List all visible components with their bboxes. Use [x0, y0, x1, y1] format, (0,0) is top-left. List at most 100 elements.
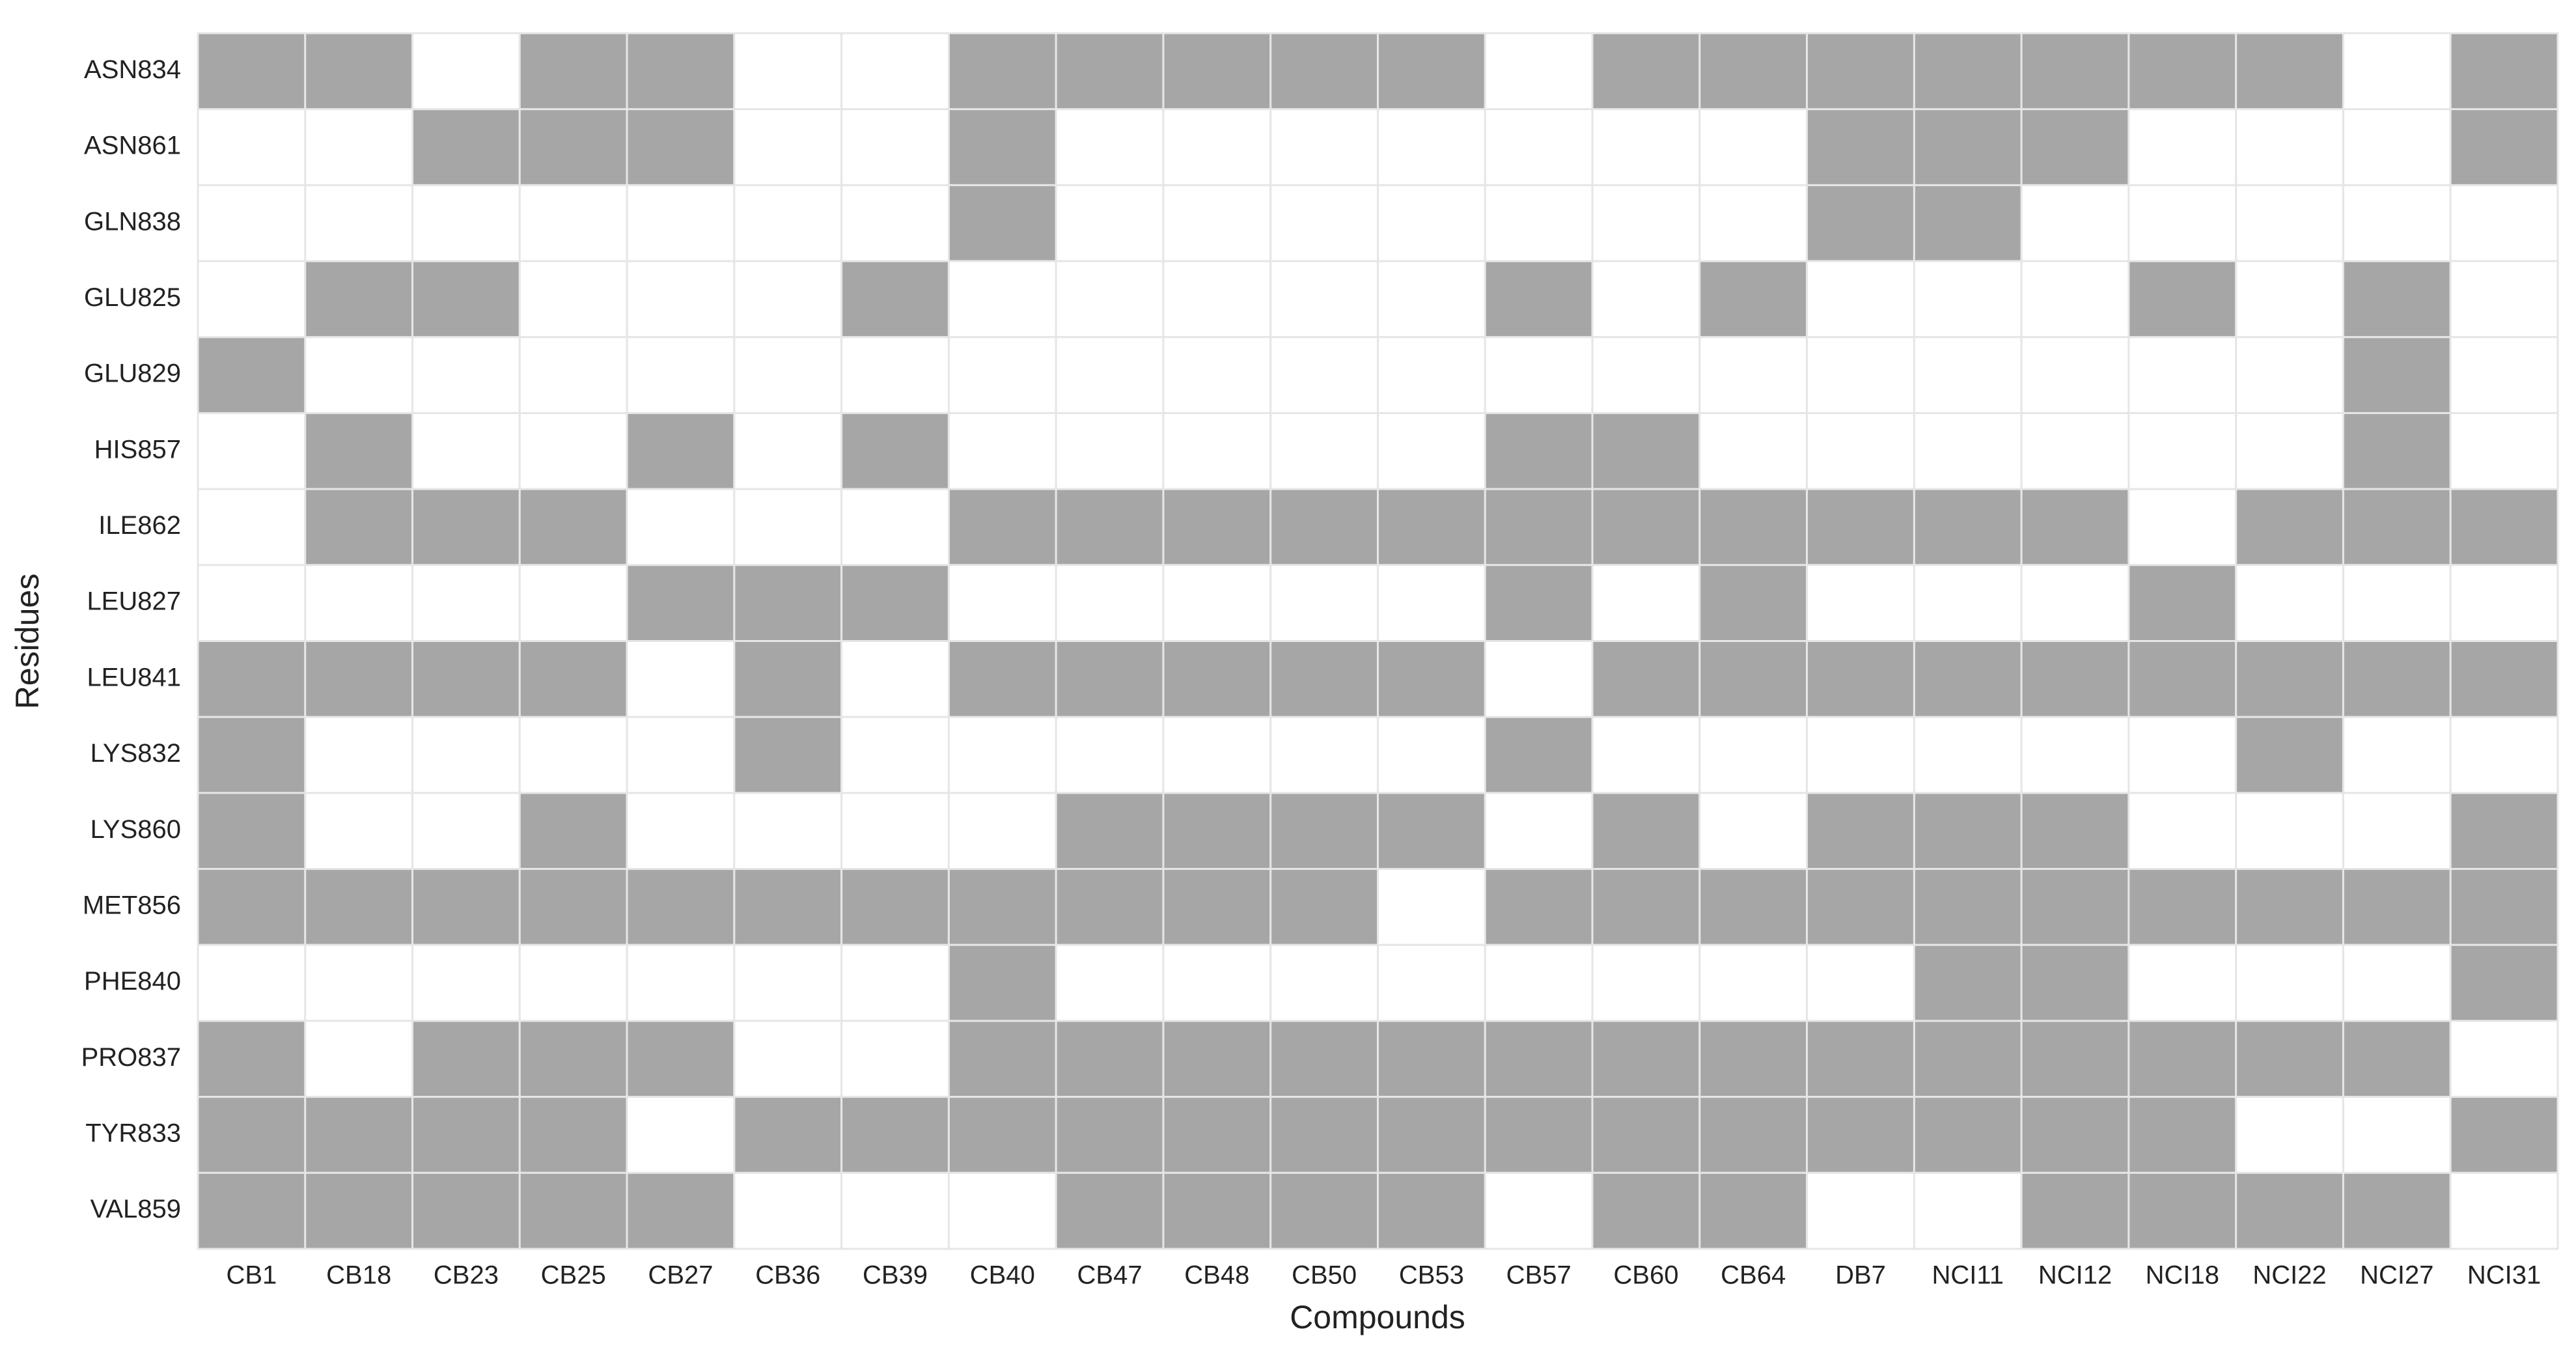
heatmap-cell [1806, 336, 1915, 414]
heatmap-cell [518, 640, 628, 718]
heatmap-cell [2235, 716, 2344, 794]
heatmap-cell [1913, 640, 2023, 718]
heatmap-cell [1055, 868, 1165, 946]
heatmap-cell [304, 336, 414, 414]
heatmap-cell [2342, 943, 2452, 1022]
heatmap-cell [1913, 1171, 2023, 1250]
heatmap-cell [1055, 564, 1165, 642]
heatmap-cell [2342, 792, 2452, 871]
y-tick-label: LEU841 [87, 663, 181, 691]
x-tick-label: CB64 [1721, 1261, 1786, 1290]
heatmap-cell [304, 716, 414, 794]
heatmap-cell [411, 108, 521, 186]
heatmap-cell [947, 716, 1057, 794]
heatmap-cell [1269, 792, 1379, 871]
heatmap-cell [1377, 411, 1486, 490]
heatmap-cell [626, 1171, 736, 1250]
heatmap-cell [1162, 792, 1272, 871]
heatmap-cell [197, 1171, 307, 1250]
heatmap-cell [1591, 108, 1701, 186]
x-tick-label: CB57 [1506, 1261, 1572, 1290]
heatmap-cell [840, 1171, 950, 1250]
heatmap-cell [1913, 716, 2023, 794]
heatmap-cell [2449, 1096, 2559, 1174]
heatmap-cell [1913, 260, 2023, 339]
heatmap-cell [304, 108, 414, 186]
heatmap-cell [1269, 1096, 1379, 1174]
heatmap-cell [947, 108, 1057, 186]
heatmap-cell [1698, 1096, 1808, 1174]
heatmap-cell [733, 1171, 843, 1250]
heatmap-cell [733, 184, 843, 262]
heatmap-cell [518, 868, 628, 946]
heatmap-cell [518, 792, 628, 871]
heatmap-cell [304, 868, 414, 946]
heatmap-cell [304, 184, 414, 262]
heatmap-cell [2235, 1171, 2344, 1250]
x-tick-label: NCI11 [1932, 1261, 2004, 1290]
heatmap-cell [1698, 184, 1808, 262]
heatmap-cell [1484, 184, 1594, 262]
heatmap-cell [1591, 640, 1701, 718]
heatmap-cell [1484, 1096, 1594, 1174]
heatmap-cell [2235, 411, 2344, 490]
heatmap-cell [1698, 411, 1808, 490]
heatmap-cell [1162, 1020, 1272, 1098]
heatmap-cell [2235, 336, 2344, 414]
heatmap-cell [411, 1171, 521, 1250]
heatmap-cell [1269, 32, 1379, 111]
x-tick-label: NCI18 [2146, 1261, 2219, 1290]
heatmap-cell [1806, 260, 1915, 339]
heatmap-cell [840, 564, 950, 642]
heatmap-cell [197, 336, 307, 414]
heatmap-cell [2020, 411, 2130, 490]
heatmap-cell [1162, 640, 1272, 718]
y-tick-label: PRO837 [81, 1043, 181, 1072]
heatmap-cell [2020, 868, 2130, 946]
y-tick-label: GLN838 [84, 207, 181, 236]
heatmap-cell [733, 1096, 843, 1174]
heatmap-cell [411, 336, 521, 414]
heatmap-cell [1484, 792, 1594, 871]
heatmap-cell [733, 488, 843, 566]
heatmap-cell [304, 792, 414, 871]
heatmap-cell [1484, 411, 1594, 490]
heatmap-cell [733, 792, 843, 871]
heatmap-cell [1484, 108, 1594, 186]
heatmap-cell [197, 868, 307, 946]
heatmap-cell [1698, 943, 1808, 1022]
heatmap-cell [2449, 564, 2559, 642]
heatmap-cell [2342, 336, 2452, 414]
heatmap-cell [840, 184, 950, 262]
heatmap-cell [197, 260, 307, 339]
heatmap-cell [1698, 488, 1808, 566]
heatmap-cell [1698, 868, 1808, 946]
heatmap-cell [197, 792, 307, 871]
heatmap-cell [1484, 1171, 1594, 1250]
heatmap-cell [2127, 411, 2237, 490]
y-tick-label: ASN834 [84, 55, 181, 84]
heatmap-cell [2235, 943, 2344, 1022]
heatmap-cell [2127, 488, 2237, 566]
x-axis-title: Compounds [1290, 1299, 1465, 1335]
heatmap-cell [1698, 564, 1808, 642]
heatmap-cell [518, 336, 628, 414]
heatmap-cell [2127, 1171, 2237, 1250]
heatmap-cell [2342, 411, 2452, 490]
y-tick-label: LYS832 [90, 739, 181, 768]
y-tick-label: LYS860 [90, 815, 181, 844]
heatmap-cell [1377, 792, 1486, 871]
heatmap-cell [1591, 792, 1701, 871]
heatmap-cell [733, 868, 843, 946]
heatmap-cell [2127, 564, 2237, 642]
heatmap-cell [2127, 792, 2237, 871]
x-tick-label: CB47 [1077, 1261, 1143, 1290]
heatmap-cell [1913, 184, 2023, 262]
y-tick-label: HIS857 [94, 435, 181, 464]
heatmap-cell [1591, 488, 1701, 566]
heatmap-cell [733, 564, 843, 642]
y-axis-title: Residues [9, 574, 46, 709]
heatmap-cell [840, 260, 950, 339]
heatmap-cell [1484, 336, 1594, 414]
